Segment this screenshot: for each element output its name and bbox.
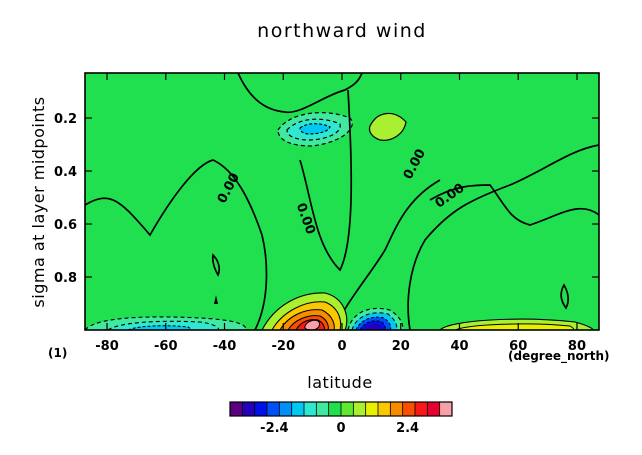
y-tick-label: 0.6	[54, 218, 77, 233]
colorbar-frame	[229, 401, 453, 417]
y-tick-label: 0.2	[54, 112, 77, 127]
colorbar-tick-label: 2.4	[396, 421, 419, 436]
x-tick-label: 60	[509, 339, 527, 354]
x-tick-label: -40	[213, 339, 237, 354]
upper-low-region	[277, 112, 353, 147]
colorbar-swatch	[365, 402, 379, 416]
x-tick-label: 80	[568, 339, 586, 354]
y-units-note: (1)	[48, 346, 67, 360]
colorbar-tick-label: -2.4	[260, 421, 288, 436]
upper-high-region	[368, 112, 407, 141]
x-units: (degree_north)	[508, 349, 609, 364]
x-tick-label: -80	[95, 339, 119, 354]
colorbar-swatch	[353, 402, 366, 416]
lower-center-low	[347, 307, 404, 330]
colorbar-swatch	[378, 402, 391, 416]
x-tick-label: -60	[154, 339, 178, 354]
x-tick-label: -20	[272, 339, 296, 354]
x-tick-label: 20	[392, 339, 410, 354]
colorbar-swatch	[230, 402, 243, 416]
colorbar-swatch	[291, 402, 305, 416]
colorbar-swatch	[341, 402, 354, 416]
colorbar-tick-label: 0	[336, 421, 345, 436]
y-axis-label: sigma at layer midpoints	[29, 96, 48, 307]
y-axis-ticks: 0.2 0.4 0.6 0.8	[54, 112, 599, 286]
colorbar-swatch	[427, 402, 440, 416]
colorbar-swatch	[316, 402, 329, 416]
x-axis-ticks: -80 -60 -40 -20 0 20 40 60 80	[95, 73, 586, 354]
zero-contours	[85, 73, 599, 330]
colorbar-swatch	[304, 402, 317, 416]
y-tick-label: 0.4	[54, 165, 77, 180]
colorbar-swatch	[242, 402, 255, 416]
colorbar-swatch	[328, 402, 342, 416]
colorbar-swatch	[415, 402, 428, 416]
plot-background	[85, 73, 599, 330]
colorbar-swatch	[279, 402, 292, 416]
colorbar: -2.4 0 2.4	[229, 401, 453, 436]
colorbar-swatch	[390, 402, 403, 416]
colorbar-swatch	[267, 402, 280, 416]
colorbar-swatch	[439, 402, 453, 416]
colorbar-swatch	[402, 402, 416, 416]
x-tick-label: 40	[450, 339, 468, 354]
colorbar-swatch	[254, 402, 268, 416]
x-axis-label: latitude	[307, 373, 372, 392]
chart-title: northward wind	[257, 20, 427, 42]
y-tick-label: 0.8	[54, 271, 77, 286]
lower-center-high	[261, 292, 348, 330]
x-tick-label: 0	[337, 339, 346, 354]
